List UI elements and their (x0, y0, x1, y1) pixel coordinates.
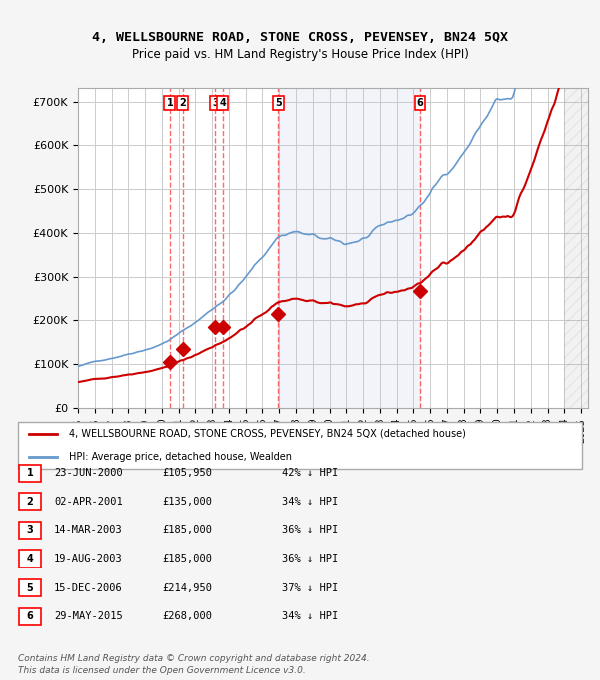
Text: £135,000: £135,000 (162, 497, 212, 507)
Text: £105,950: £105,950 (162, 469, 212, 478)
Text: £268,000: £268,000 (162, 611, 212, 621)
Text: 37% ↓ HPI: 37% ↓ HPI (282, 583, 338, 592)
Text: 2: 2 (179, 98, 186, 108)
Text: 42% ↓ HPI: 42% ↓ HPI (282, 469, 338, 478)
Text: 4, WELLSBOURNE ROAD, STONE CROSS, PEVENSEY, BN24 5QX (detached house): 4, WELLSBOURNE ROAD, STONE CROSS, PEVENS… (69, 428, 466, 439)
Text: 6: 6 (417, 98, 424, 108)
FancyBboxPatch shape (19, 579, 41, 596)
Text: 29-MAY-2015: 29-MAY-2015 (54, 611, 123, 621)
Text: 36% ↓ HPI: 36% ↓ HPI (282, 554, 338, 564)
Text: 34% ↓ HPI: 34% ↓ HPI (282, 497, 338, 507)
Text: 14-MAR-2003: 14-MAR-2003 (54, 526, 123, 535)
FancyBboxPatch shape (19, 550, 41, 568)
Text: 36% ↓ HPI: 36% ↓ HPI (282, 526, 338, 535)
Text: 15-DEC-2006: 15-DEC-2006 (54, 583, 123, 592)
Text: 3: 3 (26, 526, 34, 535)
FancyBboxPatch shape (19, 464, 41, 482)
Text: Contains HM Land Registry data © Crown copyright and database right 2024.: Contains HM Land Registry data © Crown c… (18, 654, 370, 663)
Text: 1: 1 (166, 98, 173, 108)
Text: HPI: Average price, detached house, Wealden: HPI: Average price, detached house, Weal… (69, 452, 292, 462)
FancyBboxPatch shape (19, 522, 41, 539)
Text: 2: 2 (26, 497, 34, 507)
Text: £214,950: £214,950 (162, 583, 212, 592)
Text: 3: 3 (212, 98, 219, 108)
Bar (278, 88, 420, 408)
Text: 34% ↓ HPI: 34% ↓ HPI (282, 611, 338, 621)
FancyBboxPatch shape (18, 422, 582, 469)
Text: 02-APR-2001: 02-APR-2001 (54, 497, 123, 507)
Text: 4: 4 (26, 554, 34, 564)
FancyBboxPatch shape (19, 607, 41, 625)
Text: 19-AUG-2003: 19-AUG-2003 (54, 554, 123, 564)
Text: 5: 5 (26, 583, 34, 592)
FancyBboxPatch shape (19, 493, 41, 511)
Text: £185,000: £185,000 (162, 526, 212, 535)
Bar (564, 88, 588, 408)
Text: 6: 6 (26, 611, 34, 621)
Text: 4: 4 (220, 98, 226, 108)
Text: 4, WELLSBOURNE ROAD, STONE CROSS, PEVENSEY, BN24 5QX: 4, WELLSBOURNE ROAD, STONE CROSS, PEVENS… (92, 31, 508, 44)
Text: 1: 1 (26, 469, 34, 478)
Text: This data is licensed under the Open Government Licence v3.0.: This data is licensed under the Open Gov… (18, 666, 306, 675)
Text: £185,000: £185,000 (162, 554, 212, 564)
Text: Price paid vs. HM Land Registry's House Price Index (HPI): Price paid vs. HM Land Registry's House … (131, 48, 469, 61)
Text: 23-JUN-2000: 23-JUN-2000 (54, 469, 123, 478)
Text: 5: 5 (275, 98, 282, 108)
